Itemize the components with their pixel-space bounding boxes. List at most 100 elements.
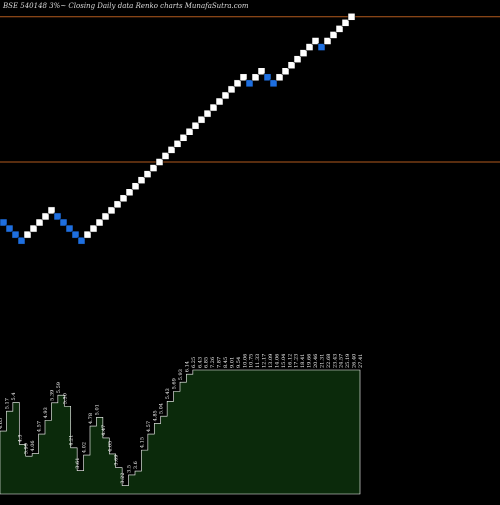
volume-label: 6.43 xyxy=(197,357,203,368)
renko-brick xyxy=(71,230,80,239)
renko-brick xyxy=(131,182,140,190)
volume-label: 4.21 xyxy=(69,435,75,446)
volume-label: 9.54 xyxy=(236,357,242,368)
volume-label: 6.14 xyxy=(184,361,190,372)
volume-label: 20.46 xyxy=(313,354,319,368)
volume-label: 6.85 xyxy=(204,357,210,368)
renko-brick xyxy=(41,212,50,221)
renko-brick xyxy=(191,121,200,130)
volume-area xyxy=(0,369,361,495)
renko-brick xyxy=(137,176,146,184)
renko-brick xyxy=(107,206,116,215)
volume-label: 4.3 xyxy=(17,434,23,442)
renko-brick xyxy=(161,152,170,160)
volume-label: 3.99 xyxy=(24,443,30,454)
chart-header: BSE 540148 3%~ Closing Daily data Renko … xyxy=(3,2,249,10)
renko-brick xyxy=(95,218,104,227)
volume-label: 21.31 xyxy=(319,354,325,368)
renko-brick xyxy=(233,79,242,88)
renko-brick xyxy=(251,73,260,82)
renko-brick xyxy=(329,31,338,39)
volume-label: 5.17 xyxy=(4,398,10,409)
renko-brick xyxy=(0,218,8,227)
volume-label: 5.93 xyxy=(178,369,184,380)
volume-label: 16.12 xyxy=(287,354,293,368)
volume-label: 7.87 xyxy=(217,357,223,368)
renko-brick xyxy=(77,236,86,245)
renko-brick xyxy=(29,224,38,233)
renko-brick xyxy=(227,85,236,94)
volume-label: 12.17 xyxy=(262,354,268,368)
renko-brick xyxy=(197,115,206,124)
renko-brick xyxy=(311,37,320,45)
renko-brick xyxy=(305,43,314,51)
volume-label: 9.01 xyxy=(229,357,235,368)
renko-brick xyxy=(179,134,188,142)
volume-label: 23.43 xyxy=(332,354,338,368)
volume-label: 4.93 xyxy=(43,407,49,418)
volume-label: 5.69 xyxy=(172,378,178,389)
renko-brick xyxy=(143,170,152,178)
volume-label: 24.57 xyxy=(339,354,345,368)
volume-label: 10.06 xyxy=(242,354,248,368)
renko-brick xyxy=(221,91,230,100)
volume-label: 4.47 xyxy=(101,425,107,436)
renko-brick xyxy=(185,128,194,136)
volume-label: 5.01 xyxy=(94,404,100,415)
volume-label: 6.25 xyxy=(191,357,197,368)
volume-label: 11.33 xyxy=(255,354,261,368)
renko-brick xyxy=(149,164,158,172)
renko-brick xyxy=(89,224,98,233)
volume-label: 4.57 xyxy=(37,421,43,432)
renko-brick xyxy=(119,194,128,203)
volume-label: 22.68 xyxy=(326,354,332,368)
renko-brick xyxy=(347,13,356,21)
volume-label: 4.65 xyxy=(0,418,4,429)
volume-label: 14.06 xyxy=(274,354,280,368)
volume-label: 3.22 xyxy=(120,472,126,483)
volume-label: 27.41 xyxy=(358,354,364,368)
renko-brick xyxy=(101,212,110,221)
renko-brick xyxy=(5,224,14,233)
renko-brick xyxy=(281,67,290,75)
renko-brick xyxy=(155,158,164,166)
renko-brick xyxy=(275,73,284,82)
volume-label: 3.61 xyxy=(75,458,81,469)
volume-label: 10.75 xyxy=(249,354,255,368)
volume-label: 4.57 xyxy=(146,421,152,432)
renko-brick xyxy=(293,55,302,63)
renko-brick xyxy=(47,206,56,215)
renko-brick xyxy=(245,79,254,88)
volume-label: 4.02 xyxy=(82,442,88,453)
renko-brick xyxy=(173,140,182,148)
renko-brick xyxy=(263,73,272,82)
volume-label: 7.26 xyxy=(210,357,216,368)
volume-label: 17.23 xyxy=(294,354,300,368)
renko-brick xyxy=(17,236,26,245)
volume-label: 4.78 xyxy=(88,413,94,424)
renko-brick xyxy=(323,37,332,45)
renko-brick xyxy=(65,224,74,233)
volume-label: 18.41 xyxy=(300,354,306,368)
renko-brick xyxy=(257,67,266,75)
volume-label: 4.85 xyxy=(152,410,158,421)
volume-label: 5.30 xyxy=(62,393,68,404)
renko-brick xyxy=(35,218,44,227)
volume-label: 4.06 xyxy=(30,440,36,451)
volume-label: 5.43 xyxy=(165,388,171,399)
renko-brick xyxy=(125,188,134,196)
renko-brick xyxy=(335,25,344,33)
volume-label: 5.39 xyxy=(49,390,55,401)
renko-brick xyxy=(23,230,32,239)
renko-brick xyxy=(113,200,122,209)
volume-label: 15.04 xyxy=(281,354,287,368)
renko-brick xyxy=(269,79,278,88)
renko-brick xyxy=(53,212,62,221)
volume-label: 13.09 xyxy=(268,354,274,368)
volume-label: 25.19 xyxy=(345,354,351,368)
volume-label: 4.05 xyxy=(107,441,113,452)
volume-label: 8.45 xyxy=(223,357,229,368)
renko-brick xyxy=(341,19,350,27)
renko-brick xyxy=(167,146,176,154)
